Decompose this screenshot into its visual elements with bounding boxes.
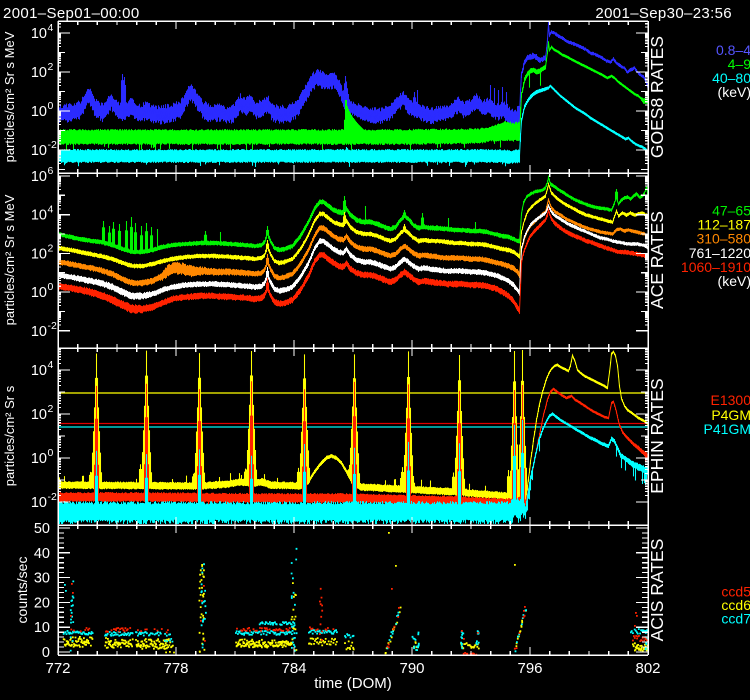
svg-text:761–1220: 761–1220 xyxy=(689,245,750,261)
svg-text:0: 0 xyxy=(48,100,54,112)
svg-text:(keV): (keV) xyxy=(718,84,750,100)
svg-text:4: 4 xyxy=(48,359,54,371)
svg-text:ccd6: ccd6 xyxy=(721,597,750,613)
svg-text:10: 10 xyxy=(31,26,47,42)
svg-text:(keV): (keV) xyxy=(718,273,750,289)
svg-text:4: 4 xyxy=(48,22,54,34)
svg-text:310–580: 310–580 xyxy=(696,231,750,247)
svg-text:10: 10 xyxy=(31,451,47,467)
svg-text:10: 10 xyxy=(31,495,47,511)
svg-text:10: 10 xyxy=(31,324,47,340)
svg-text:10: 10 xyxy=(31,208,47,224)
svg-text:778: 778 xyxy=(163,660,188,677)
svg-text:40: 40 xyxy=(34,546,50,562)
svg-text:particles/cm² Sr s: particles/cm² Sr s xyxy=(2,385,17,486)
svg-text:ccd5: ccd5 xyxy=(721,584,750,600)
svg-text:ACE RATES: ACE RATES xyxy=(647,211,667,309)
svg-text:40–80: 40–80 xyxy=(712,70,750,86)
svg-text:10: 10 xyxy=(34,620,50,636)
svg-text:112–187: 112–187 xyxy=(698,217,750,233)
svg-text:10: 10 xyxy=(31,169,47,185)
svg-text:-2: -2 xyxy=(48,491,57,503)
svg-text:2: 2 xyxy=(48,61,54,73)
svg-text:-2: -2 xyxy=(48,139,57,151)
svg-text:10: 10 xyxy=(31,363,47,379)
svg-text:GOES8 RATES: GOES8 RATES xyxy=(647,36,667,158)
svg-text:47–65: 47–65 xyxy=(712,203,750,219)
svg-text:particles/cm² Sr s MeV: particles/cm² Sr s MeV xyxy=(2,31,17,162)
svg-text:0.8–4: 0.8–4 xyxy=(716,42,750,58)
svg-text:0: 0 xyxy=(48,447,54,459)
svg-text:E1300: E1300 xyxy=(711,392,750,408)
svg-text:EPHIN RATES: EPHIN RATES xyxy=(647,378,667,493)
svg-text:6: 6 xyxy=(48,165,54,177)
svg-text:1060–1910: 1060–1910 xyxy=(681,259,750,275)
svg-text:30: 30 xyxy=(34,571,50,587)
svg-text:20: 20 xyxy=(34,595,50,611)
svg-text:802: 802 xyxy=(635,660,660,677)
svg-text:-2: -2 xyxy=(48,320,57,332)
svg-text:particles/cm² Sr s MeV: particles/cm² Sr s MeV xyxy=(2,194,17,325)
svg-text:4–9: 4–9 xyxy=(728,56,750,72)
svg-text:50: 50 xyxy=(34,521,50,537)
svg-text:0: 0 xyxy=(48,281,54,293)
svg-text:P4GM: P4GM xyxy=(711,407,750,423)
svg-text:10: 10 xyxy=(31,246,47,262)
svg-text:790: 790 xyxy=(399,660,424,677)
svg-text:10: 10 xyxy=(31,65,47,81)
svg-text:P41GM: P41GM xyxy=(704,421,750,437)
svg-text:10: 10 xyxy=(31,104,47,120)
svg-text:4: 4 xyxy=(48,204,54,216)
svg-text:10: 10 xyxy=(31,143,47,159)
svg-text:10: 10 xyxy=(31,407,47,423)
svg-text:counts/sec: counts/sec xyxy=(14,557,30,624)
svg-text:ccd7: ccd7 xyxy=(721,611,750,627)
svg-text:ACIS RATES: ACIS RATES xyxy=(647,539,667,642)
svg-text:796: 796 xyxy=(517,660,542,677)
svg-text:10: 10 xyxy=(31,285,47,301)
svg-text:772: 772 xyxy=(45,660,70,677)
svg-text:2001–Sep01–00:00: 2001–Sep01–00:00 xyxy=(3,5,140,22)
svg-text:2: 2 xyxy=(48,242,54,254)
svg-text:2: 2 xyxy=(48,403,54,415)
svg-text:784: 784 xyxy=(281,660,306,677)
svg-text:time (DOM): time (DOM) xyxy=(314,675,392,692)
svg-text:2001–Sep30–23:56: 2001–Sep30–23:56 xyxy=(595,5,732,22)
svg-text:0: 0 xyxy=(42,645,50,661)
